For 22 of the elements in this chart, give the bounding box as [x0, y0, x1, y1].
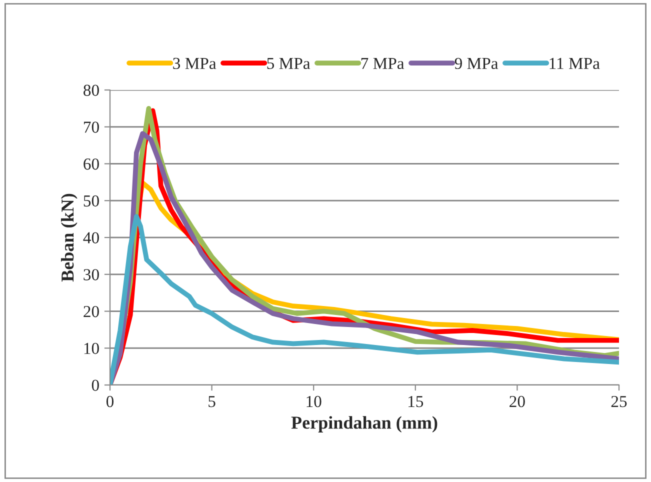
y-tick-label: 80: [84, 84, 99, 96]
legend-label: 7 MPa: [361, 58, 404, 70]
x-tick-label: 5: [208, 396, 216, 408]
legend-label: 11 MPa: [550, 58, 600, 70]
y-tick-label: 0: [92, 380, 99, 391]
x-tick-label: 20: [510, 396, 525, 408]
x-tick-label: 10: [306, 396, 322, 408]
y-tick-label: 20: [84, 306, 99, 318]
legend-label: 9 MPa: [454, 58, 498, 70]
y-tick-label: 70: [84, 122, 99, 133]
y-axis-title: Beban (kN): [60, 194, 78, 282]
y-tick-label: 60: [84, 158, 99, 170]
legend-label: 5 MPa: [267, 58, 310, 70]
y-tick-label: 40: [83, 232, 99, 244]
x-tick-label: 0: [106, 396, 114, 408]
y-tick-label: 10: [84, 342, 99, 354]
x-tick-label: 25: [611, 396, 627, 408]
y-tick-label: 50: [84, 195, 99, 207]
x-axis-title: Perpindahan (mm): [291, 416, 438, 432]
x-tick-label: 15: [408, 396, 424, 408]
y-tick-label: 30: [84, 269, 99, 280]
legend-label: 3 MPa: [173, 58, 216, 70]
